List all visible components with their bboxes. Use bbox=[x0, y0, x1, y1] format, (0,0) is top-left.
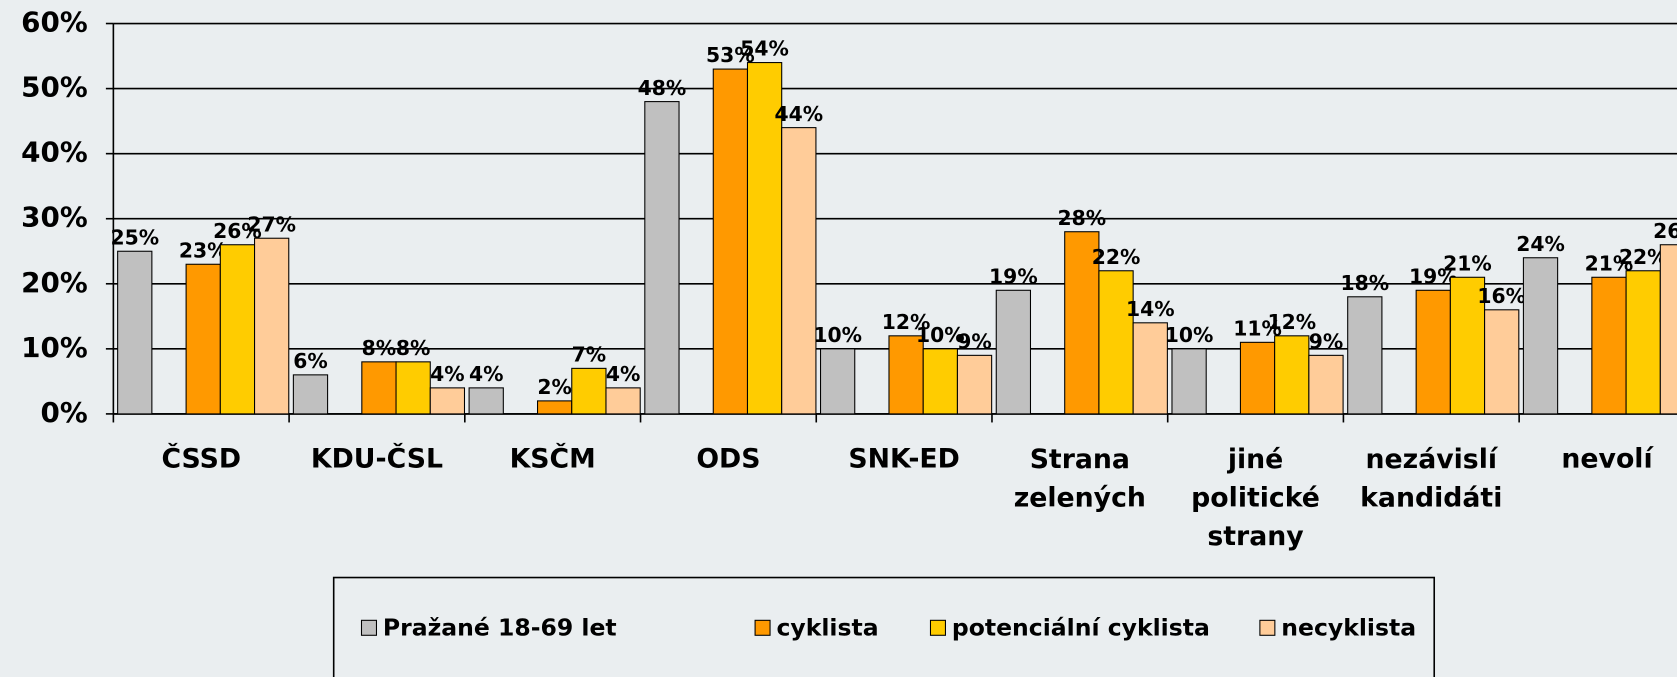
data-label: 12% bbox=[882, 310, 931, 334]
legend-label: potenciální cyklista bbox=[952, 613, 1210, 641]
x-tick-label: nevolí bbox=[1561, 443, 1654, 474]
data-label: 27% bbox=[247, 212, 296, 236]
data-label: 28% bbox=[1058, 206, 1107, 230]
data-label: 4% bbox=[469, 362, 503, 386]
y-tick-label: 40% bbox=[21, 136, 88, 169]
data-label: 18% bbox=[1340, 271, 1389, 295]
data-label: 21% bbox=[1443, 251, 1492, 275]
y-tick-label: 50% bbox=[21, 71, 88, 104]
legend-label: Pražané 18-69 let bbox=[383, 613, 617, 641]
data-label: 14% bbox=[1126, 297, 1175, 321]
bar bbox=[185, 263, 221, 415]
data-label: 8% bbox=[396, 336, 431, 360]
data-label: 10% bbox=[1165, 323, 1214, 347]
data-label: 10% bbox=[916, 323, 965, 347]
bar bbox=[1171, 348, 1207, 415]
bar bbox=[1132, 322, 1168, 415]
bar bbox=[468, 387, 504, 415]
legend-swatch bbox=[754, 619, 771, 636]
data-label: 54% bbox=[740, 37, 789, 61]
bar bbox=[254, 237, 290, 415]
bar bbox=[819, 348, 856, 415]
bar bbox=[219, 244, 256, 415]
data-label: 8% bbox=[362, 336, 397, 360]
bar bbox=[995, 289, 1032, 415]
bar bbox=[1484, 309, 1520, 415]
data-label: 7% bbox=[572, 343, 607, 367]
data-label: 9% bbox=[957, 330, 992, 354]
bar bbox=[571, 367, 607, 415]
bar bbox=[781, 127, 817, 415]
bar bbox=[712, 68, 749, 415]
x-tick-label: SNK-ED bbox=[848, 443, 960, 474]
legend-swatch bbox=[929, 619, 946, 636]
data-label: 24% bbox=[1516, 232, 1565, 256]
data-label: 19% bbox=[1409, 264, 1458, 288]
data-label: 9% bbox=[1309, 330, 1344, 354]
data-label: 12% bbox=[1267, 310, 1316, 334]
data-label: 6% bbox=[293, 349, 328, 373]
data-label: 26% bbox=[1653, 219, 1677, 243]
data-label: 10% bbox=[813, 323, 862, 347]
bar bbox=[1064, 231, 1100, 415]
bar bbox=[1415, 289, 1451, 415]
bar bbox=[1347, 296, 1383, 415]
y-tick-label: 10% bbox=[21, 331, 88, 364]
x-tick-label: jiné politické strany bbox=[1191, 443, 1320, 551]
data-label: 22% bbox=[1619, 245, 1668, 269]
bar bbox=[1098, 270, 1134, 415]
data-label: 2% bbox=[537, 375, 572, 399]
data-label: 11% bbox=[1233, 316, 1282, 340]
x-tick-label: nezávislí kandidáti bbox=[1360, 443, 1502, 513]
bar bbox=[605, 387, 641, 415]
data-label: 16% bbox=[1477, 284, 1526, 308]
x-tick-label: KDU-ČSL bbox=[311, 442, 443, 474]
bar bbox=[537, 400, 573, 415]
bar bbox=[1274, 335, 1310, 415]
data-label: 4% bbox=[606, 362, 641, 386]
bar bbox=[429, 387, 466, 415]
bar bbox=[1659, 244, 1677, 415]
legend-swatch bbox=[360, 619, 378, 636]
legend-box bbox=[332, 576, 1436, 677]
data-label: 4% bbox=[430, 362, 464, 386]
bar bbox=[644, 101, 680, 415]
y-tick-label: 20% bbox=[21, 266, 88, 299]
bar bbox=[1625, 270, 1661, 415]
bar bbox=[956, 354, 993, 415]
data-label: 19% bbox=[989, 264, 1038, 288]
x-tick-label: Strana zelených bbox=[1014, 443, 1146, 513]
data-label: 21% bbox=[1585, 251, 1634, 275]
legend-swatch bbox=[1259, 619, 1276, 636]
bar bbox=[117, 250, 153, 415]
bar bbox=[922, 348, 958, 415]
bar bbox=[888, 335, 924, 415]
x-tick-label: ČSSD bbox=[161, 442, 241, 474]
x-tick-label: KSČM bbox=[510, 442, 596, 474]
bar bbox=[1522, 257, 1559, 415]
x-tick-label: ODS bbox=[696, 443, 760, 474]
data-label: 48% bbox=[638, 76, 687, 100]
bar bbox=[292, 374, 329, 415]
bar bbox=[361, 361, 397, 415]
legend-label: cyklista bbox=[776, 613, 878, 641]
data-label: 25% bbox=[110, 225, 159, 249]
y-tick-label: 60% bbox=[21, 6, 88, 39]
data-label: 44% bbox=[775, 102, 824, 126]
data-label: 23% bbox=[179, 238, 228, 262]
y-tick-label: 0% bbox=[41, 396, 88, 429]
y-tick-label: 30% bbox=[21, 201, 88, 234]
data-label: 53% bbox=[706, 43, 755, 67]
bar bbox=[1239, 341, 1276, 415]
legend-label: necyklista bbox=[1281, 613, 1416, 641]
bar bbox=[1308, 354, 1344, 415]
bar bbox=[1591, 276, 1627, 415]
data-label: 22% bbox=[1092, 245, 1141, 269]
data-label: 26% bbox=[213, 219, 262, 243]
bar bbox=[395, 361, 431, 415]
